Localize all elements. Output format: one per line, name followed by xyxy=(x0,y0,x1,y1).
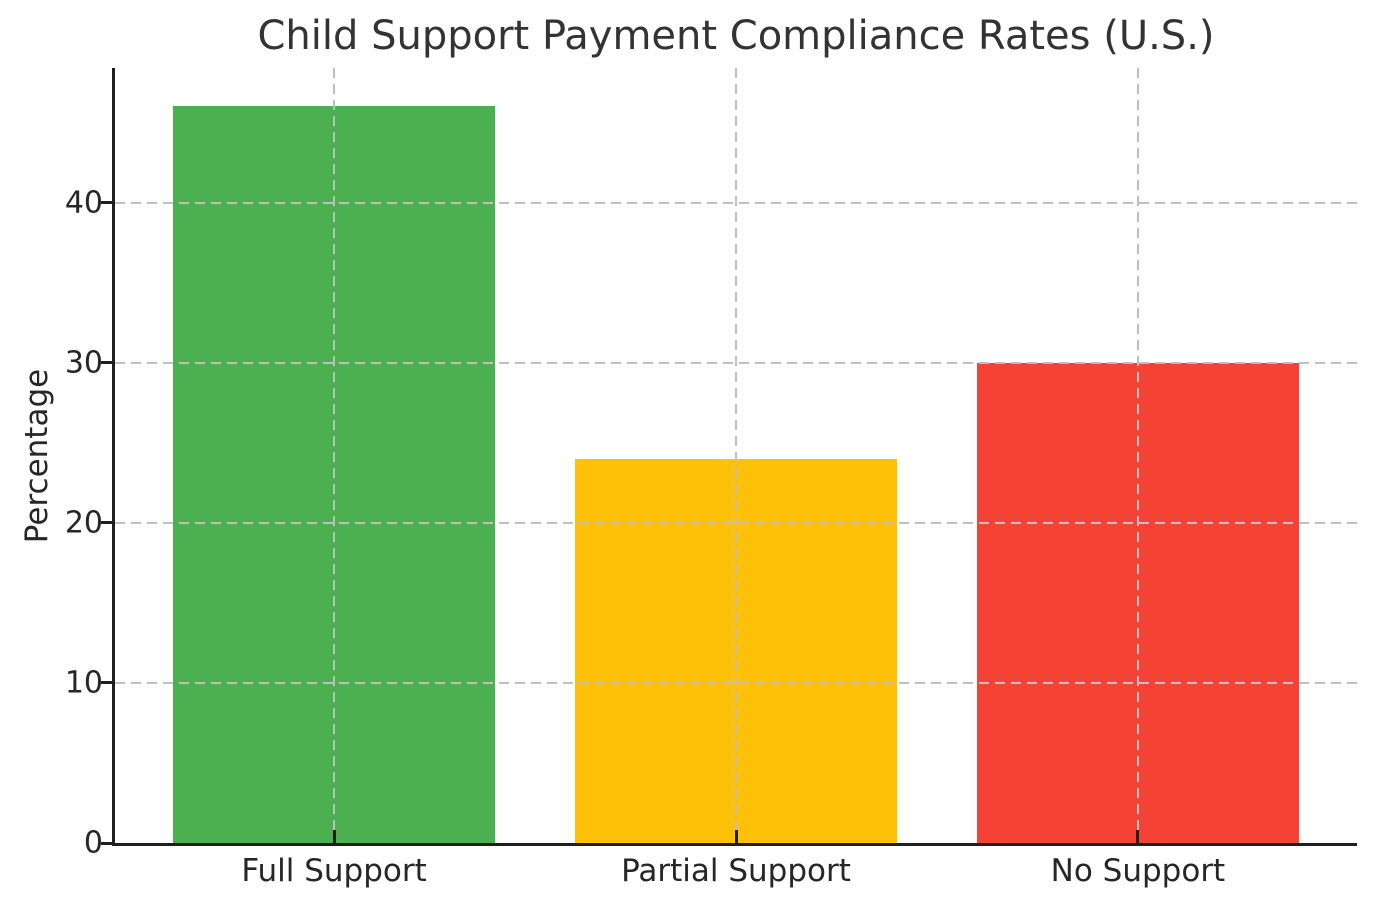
x-tick-label-full-support: Full Support xyxy=(241,853,427,889)
x-tick-mark-partial-support xyxy=(734,830,738,843)
y-tick-mark-0 xyxy=(101,841,112,845)
y-tick-mark-40 xyxy=(101,201,112,205)
plot-area xyxy=(101,68,1357,846)
y-tick-label-20: 20 xyxy=(64,505,103,541)
y-tick-label-10: 10 xyxy=(64,665,103,701)
y-tick-mark-10 xyxy=(101,681,112,685)
y-tick-labels-group: 0 10 20 30 40 xyxy=(0,68,103,861)
x-tick-labels-group: Full Support Partial Support No Support xyxy=(0,853,1376,897)
gridline-vertical-no-support xyxy=(1136,68,1139,843)
y-tick-label-40: 40 xyxy=(64,185,103,220)
x-tick-mark-no-support xyxy=(1136,830,1140,843)
y-tick-label-0: 0 xyxy=(83,825,103,861)
gridline-vertical-full-support xyxy=(333,68,336,843)
y-tick-label-30: 30 xyxy=(64,345,103,381)
x-tick-label-partial-support: Partial Support xyxy=(621,853,851,889)
y-tick-mark-20 xyxy=(101,521,112,525)
y-tick-mark-30 xyxy=(101,361,112,365)
x-tick-mark-full-support xyxy=(332,830,336,843)
chart-title: Child Support Payment Compliance Rates (… xyxy=(257,13,1215,59)
gridline-vertical-partial-support xyxy=(735,68,737,843)
x-tick-label-no-support: No Support xyxy=(1050,853,1226,889)
